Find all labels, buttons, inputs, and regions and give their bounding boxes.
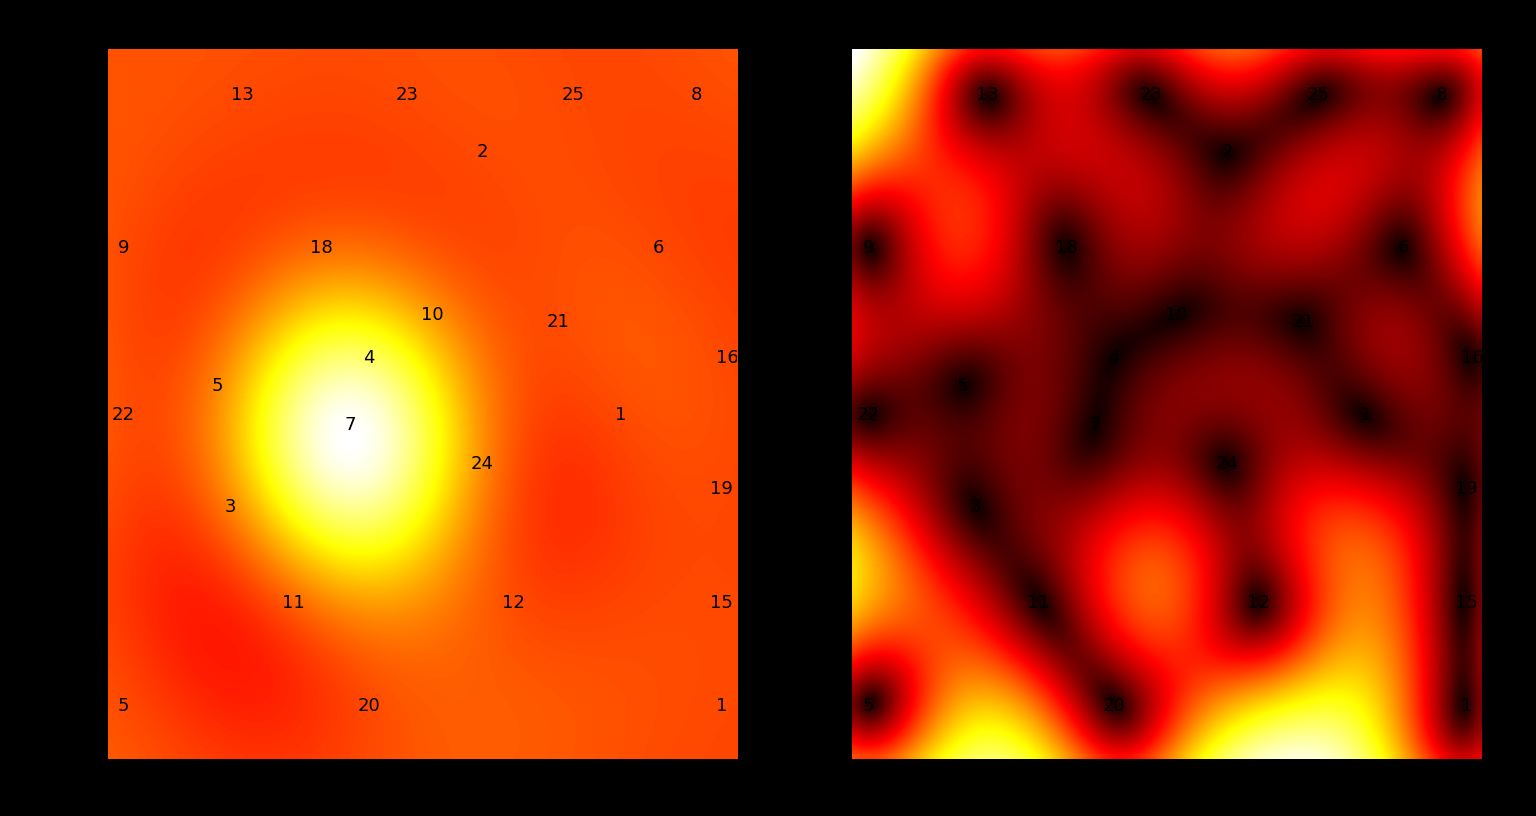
Text: 2: 2 <box>476 143 488 161</box>
Text: 9: 9 <box>863 239 874 257</box>
Text: 8: 8 <box>1436 86 1447 104</box>
Text: 4: 4 <box>1107 348 1120 366</box>
Text: 16: 16 <box>716 348 739 366</box>
Text: 6: 6 <box>1398 239 1409 257</box>
Text: 12: 12 <box>502 594 525 612</box>
Text: 5: 5 <box>118 697 129 715</box>
Text: 22: 22 <box>857 406 880 424</box>
Text: 5: 5 <box>863 697 874 715</box>
Text: 13: 13 <box>232 86 255 104</box>
Text: 23: 23 <box>395 86 418 104</box>
Text: 7: 7 <box>344 416 356 434</box>
Text: 16: 16 <box>1461 348 1484 366</box>
Text: 15: 15 <box>710 594 733 612</box>
Text: 25: 25 <box>562 86 585 104</box>
Text: 2: 2 <box>1221 143 1233 161</box>
Text: 21: 21 <box>547 313 570 331</box>
Text: 19: 19 <box>1455 480 1478 498</box>
Text: 15: 15 <box>1455 594 1478 612</box>
Text: 25: 25 <box>1307 86 1330 104</box>
Text: 22: 22 <box>112 406 135 424</box>
Text: 3: 3 <box>224 498 237 516</box>
Text: 11: 11 <box>283 594 304 612</box>
Text: 1: 1 <box>1461 697 1471 715</box>
Text: 18: 18 <box>310 239 333 257</box>
Text: 12: 12 <box>1247 594 1270 612</box>
Text: 13: 13 <box>977 86 1000 104</box>
Text: 8: 8 <box>691 86 702 104</box>
Text: 24: 24 <box>1215 455 1238 473</box>
Text: 11: 11 <box>1028 594 1049 612</box>
Text: 20: 20 <box>1103 697 1126 715</box>
Text: 23: 23 <box>1140 86 1163 104</box>
Text: 4: 4 <box>362 348 375 366</box>
Text: 24: 24 <box>470 455 493 473</box>
Text: 20: 20 <box>358 697 381 715</box>
Text: 18: 18 <box>1055 239 1078 257</box>
Text: 3: 3 <box>969 498 982 516</box>
Text: 9: 9 <box>118 239 129 257</box>
Text: 19: 19 <box>710 480 733 498</box>
Text: 10: 10 <box>421 306 444 324</box>
Text: 6: 6 <box>653 239 664 257</box>
Text: 7: 7 <box>1089 416 1101 434</box>
Text: 10: 10 <box>1166 306 1189 324</box>
Text: 1: 1 <box>614 406 627 424</box>
Text: 1: 1 <box>1359 406 1372 424</box>
Text: 21: 21 <box>1292 313 1315 331</box>
Text: 5: 5 <box>212 377 223 395</box>
Text: 1: 1 <box>716 697 727 715</box>
Text: 5: 5 <box>957 377 968 395</box>
